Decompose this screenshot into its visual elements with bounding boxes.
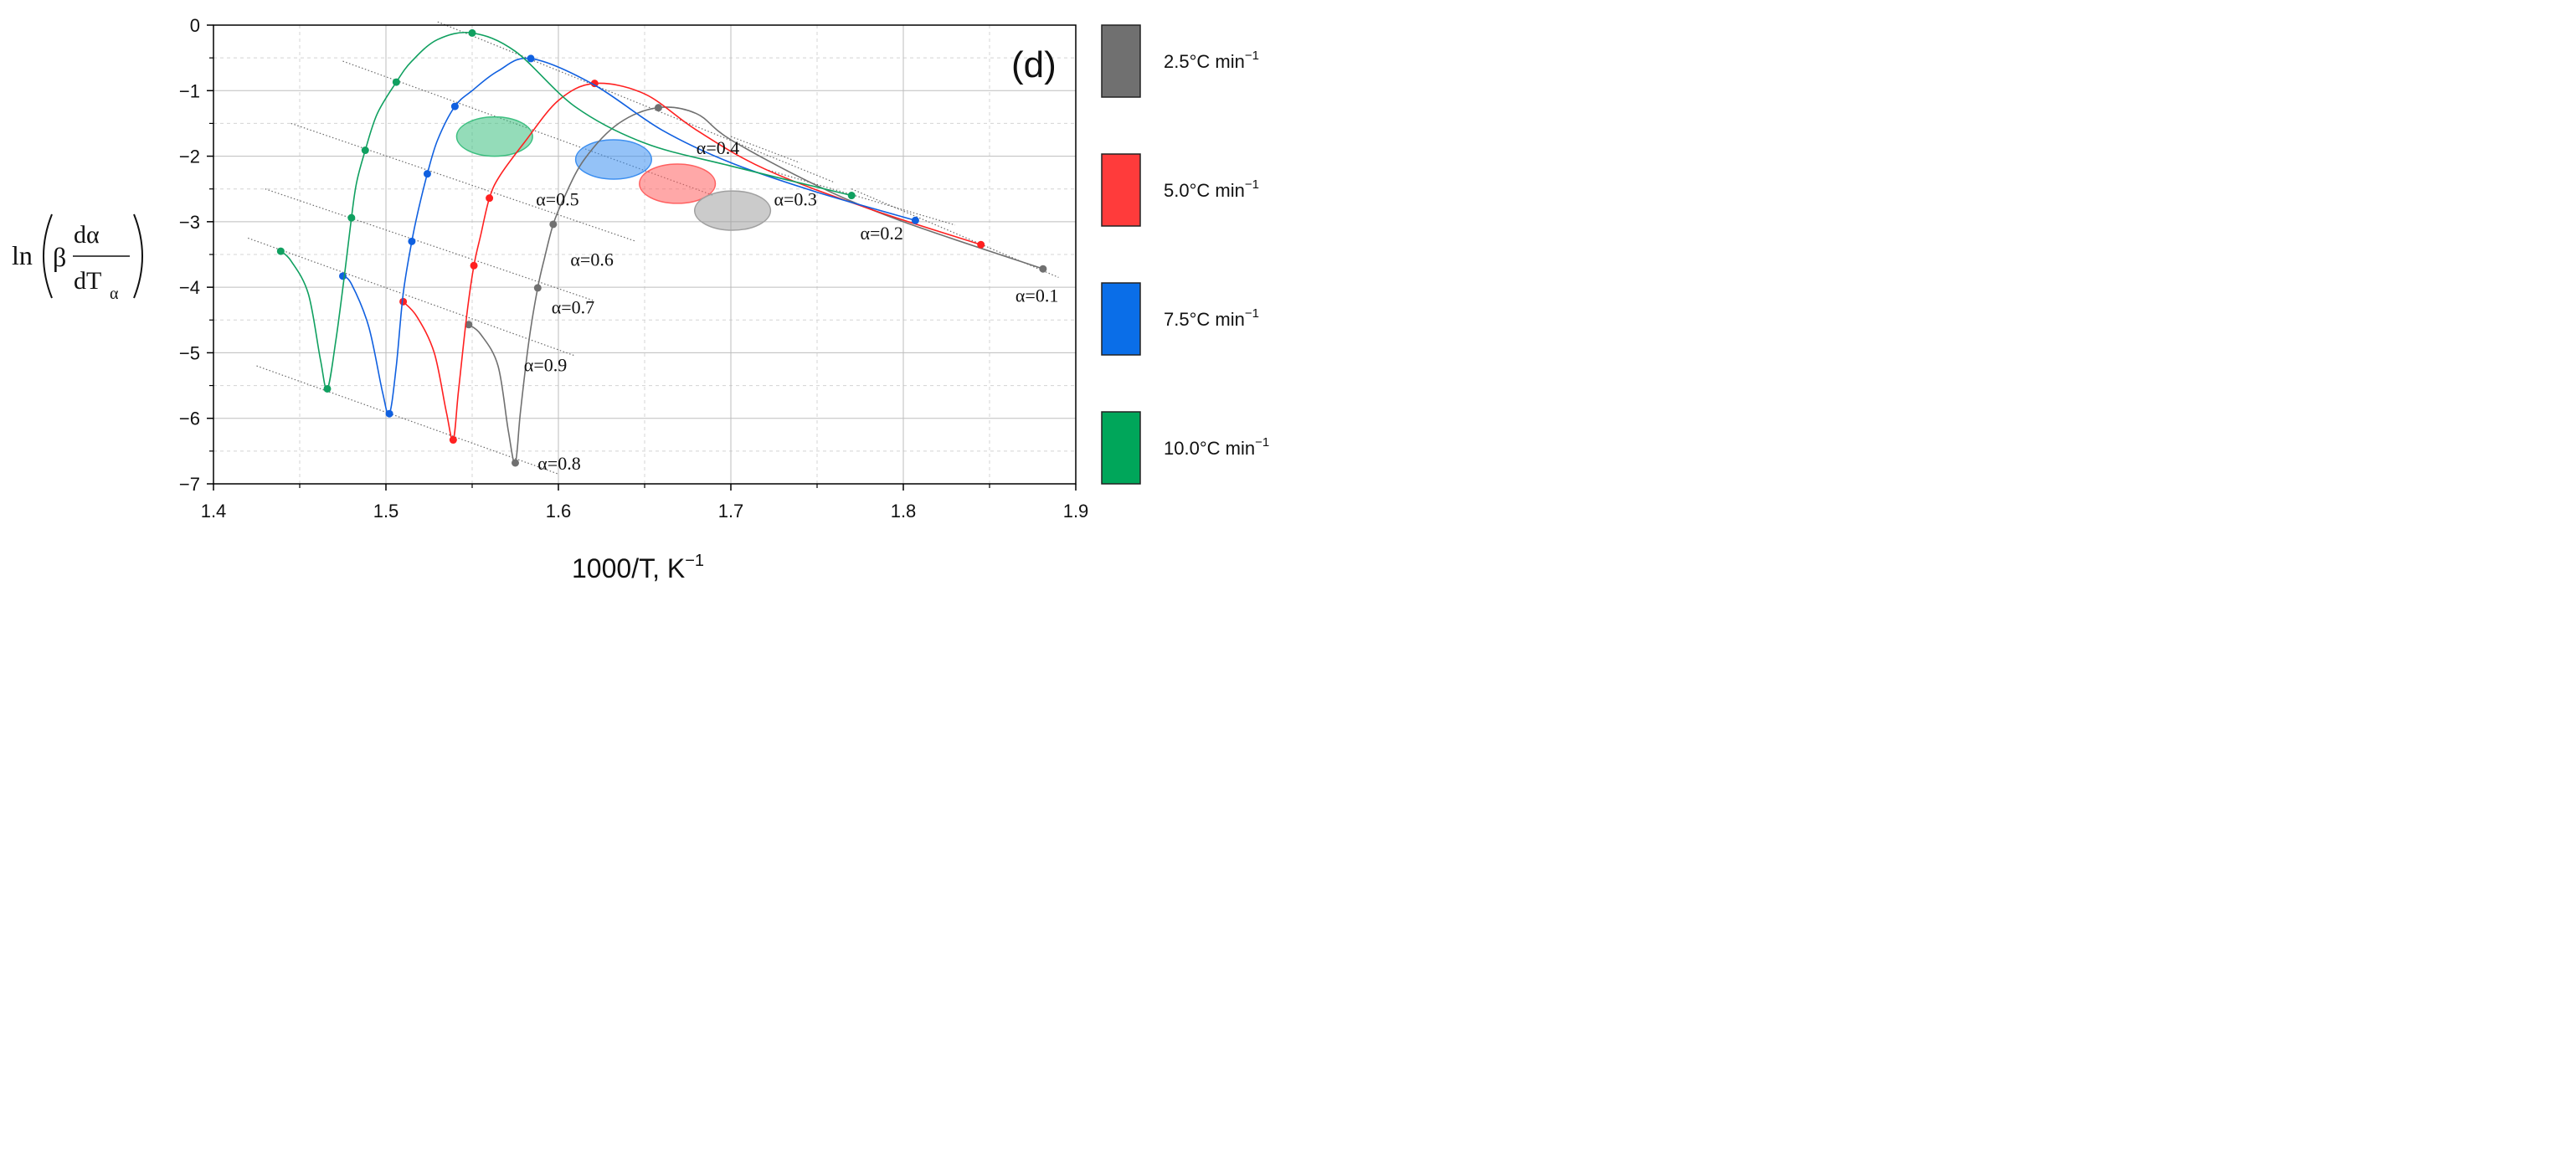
data-point	[465, 321, 473, 329]
y-axis-left-paren	[43, 213, 53, 299]
x-tick-label: 1.6	[546, 501, 572, 522]
y-tick-label: −4	[179, 277, 200, 298]
y-axis-denominator: dT	[74, 267, 101, 295]
data-point	[470, 261, 478, 270]
data-point	[533, 284, 542, 292]
y-axis-beta: β	[53, 242, 66, 272]
series-curves	[276, 28, 1047, 467]
y-tick-label: 0	[190, 15, 200, 36]
series-curve	[403, 82, 981, 441]
data-point	[408, 237, 416, 245]
iso-label: α=0.4	[697, 137, 739, 158]
data-point	[1039, 265, 1047, 273]
data-point	[468, 28, 476, 37]
legend-label-text: 5.0°C min	[1164, 180, 1245, 201]
legend-label: 2.5°C min−1	[1164, 49, 1259, 72]
legend-label-sup: −1	[1245, 177, 1259, 192]
data-point	[977, 240, 985, 249]
y-tick-label: −7	[179, 474, 200, 495]
data-point	[449, 436, 457, 444]
legend-label-text: 2.5°C min	[1164, 51, 1245, 72]
iso-label: α=0.7	[552, 296, 594, 317]
panel-label: (d)	[1011, 44, 1057, 85]
legend: 2.5°C min−15.0°C min−17.5°C min−110.0°C …	[1101, 24, 1269, 485]
data-point	[361, 146, 369, 155]
legend-label-text: 10.0°C min	[1164, 438, 1255, 459]
iso-label: α=0.6	[570, 249, 613, 270]
y-axis-title: ln β dα dT α	[12, 213, 143, 303]
legend-swatch	[1101, 153, 1141, 227]
iso-label: α=0.8	[537, 453, 580, 474]
legend-swatch	[1101, 24, 1141, 98]
data-point	[385, 409, 393, 418]
confidence-ellipse	[455, 116, 533, 157]
confidence-ellipses	[455, 116, 772, 231]
isoconversional-lines	[247, 21, 1059, 475]
data-point	[527, 54, 535, 63]
iso-line	[291, 122, 636, 242]
x-tick-label: 1.5	[373, 501, 399, 522]
data-point	[654, 104, 662, 112]
iso-label: α=0.2	[861, 223, 903, 244]
y-tick-label: −1	[179, 80, 200, 101]
legend-swatch	[1101, 282, 1141, 356]
y-axis-numerator: dα	[74, 221, 100, 249]
iso-line	[247, 237, 576, 357]
iso-label: α=0.9	[524, 354, 567, 375]
chart: 1.4 1.5 1.6 1.7 1.8 1.90−1−2−3−4−5−6−7 α=0.1α…	[12, 15, 1269, 583]
data-point	[911, 216, 919, 224]
y-tick-label: −3	[179, 212, 200, 233]
legend-label-text: 7.5°C min	[1164, 309, 1245, 330]
iso-line	[765, 168, 955, 226]
x-axis-title-text: 1000/T, K	[572, 553, 685, 583]
x-tick-label: 1.8	[891, 501, 917, 522]
legend-label-sup: −1	[1245, 306, 1259, 321]
y-axis-right-paren	[133, 213, 143, 299]
x-axis-title: 1000/T, K−1	[572, 552, 704, 583]
y-axis-subscript: α	[110, 285, 119, 303]
data-point	[323, 384, 332, 393]
y-axis-ln: ln	[12, 240, 33, 270]
y-tick-label: −2	[179, 146, 200, 167]
y-tick-label: −5	[179, 342, 200, 363]
x-tick-label: 1.9	[1063, 501, 1089, 522]
series-curve	[468, 106, 1044, 465]
iso-line	[437, 21, 835, 183]
data-point	[590, 80, 599, 88]
data-point	[847, 192, 856, 200]
confidence-ellipse	[693, 190, 772, 231]
confidence-ellipse	[574, 139, 652, 180]
y-tick-label: −6	[179, 409, 200, 429]
data-point	[549, 220, 558, 229]
legend-label: 5.0°C min−1	[1164, 177, 1259, 201]
data-point	[423, 170, 431, 178]
series-curve	[342, 57, 916, 416]
data-point	[450, 102, 459, 110]
data-point	[347, 213, 356, 222]
data-point	[512, 459, 519, 467]
data-point	[392, 78, 400, 86]
legend-label: 7.5°C min−1	[1164, 306, 1259, 330]
confidence-ellipse	[639, 163, 717, 204]
legend-swatch	[1101, 411, 1141, 485]
iso-line	[730, 136, 800, 163]
legend-label: 10.0°C min−1	[1164, 435, 1269, 459]
series-curve	[280, 32, 852, 390]
legend-label-sup: −1	[1245, 49, 1259, 63]
data-point	[339, 272, 347, 280]
alpha-annotations: α=0.1 α=0.2 α=0.3 α=0.4 α=0.5 α=0.6 α=0.7 α=0.8…	[524, 137, 1059, 474]
tick-labels: 1.4 1.5 1.6 1.7 1.8 1.9 0 −1 −2 −3 −4 −5 −6 −7	[179, 15, 1088, 522]
data-point	[276, 247, 285, 255]
iso-label: α=0.3	[774, 188, 817, 209]
x-axis-title-sup: −1	[685, 552, 704, 570]
iso-label: α=0.5	[536, 188, 578, 209]
iso-label: α=0.1	[1015, 285, 1058, 306]
x-tick-label: 1.4	[201, 501, 227, 522]
legend-label-sup: −1	[1255, 435, 1269, 450]
data-point	[399, 297, 408, 306]
x-tick-label: 1.7	[718, 501, 744, 522]
data-point	[486, 194, 494, 203]
